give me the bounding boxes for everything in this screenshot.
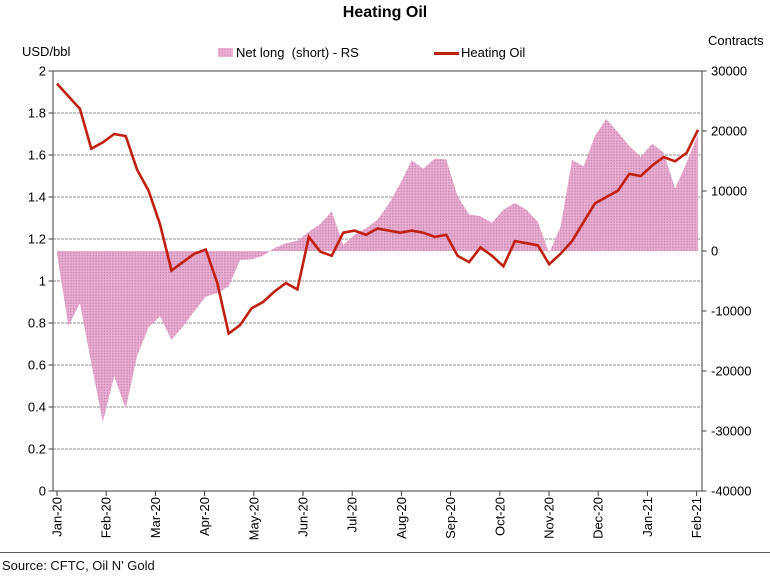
- x-axis-tick-labels: Jan-20 Feb-20 Mar-20 Apr-20 May-20 Jun-20 Jul-…: [50, 497, 705, 540]
- svg-text:10000: 10000: [711, 184, 747, 199]
- svg-text:Apr-20: Apr-20: [197, 497, 212, 536]
- svg-text:1.4: 1.4: [28, 190, 46, 205]
- svg-text:Feb-20: Feb-20: [99, 497, 114, 538]
- svg-text:-10000: -10000: [711, 304, 751, 319]
- svg-text:Dec-20: Dec-20: [591, 497, 606, 539]
- right-axis-tick-labels: 30000 20000 10000 0 -10000 -20000 -30000 -40000: [711, 64, 751, 499]
- right-axis-unit: Contracts: [708, 33, 764, 48]
- svg-text:-30000: -30000: [711, 424, 751, 439]
- svg-text:Jul-20: Jul-20: [345, 497, 360, 532]
- net-long-area-series: [57, 119, 698, 422]
- left-axis-tick-labels: 2 1.8 1.6 1.4 1.2 1 0.8 0.6 0.4 0.2 0: [28, 64, 46, 499]
- svg-text:Jan-20: Jan-20: [50, 497, 65, 537]
- footer-divider: [0, 552, 770, 553]
- legend-area-swatch: [218, 48, 233, 57]
- svg-text:0.6: 0.6: [28, 358, 46, 373]
- svg-text:0.8: 0.8: [28, 316, 46, 331]
- svg-text:May-20: May-20: [246, 497, 261, 540]
- legend-line-swatch: [434, 52, 459, 55]
- svg-text:20000: 20000: [711, 124, 747, 139]
- svg-text:Oct-20: Oct-20: [492, 497, 507, 536]
- svg-text:30000: 30000: [711, 64, 747, 79]
- svg-text:0.4: 0.4: [28, 400, 46, 415]
- heating-oil-line-series: [56, 82, 700, 336]
- svg-text:Jun-20: Jun-20: [296, 497, 311, 537]
- svg-text:Jan-21: Jan-21: [640, 497, 655, 537]
- svg-text:1: 1: [39, 274, 46, 289]
- chart-title: Heating Oil: [342, 4, 428, 21]
- svg-text:Sep-20: Sep-20: [443, 497, 458, 539]
- svg-text:-40000: -40000: [711, 484, 751, 499]
- left-axis-unit: USD/bbl: [22, 44, 71, 59]
- legend-label-heating-oil: Heating Oil: [461, 45, 526, 60]
- source-note: Source: CFTC, Oil N' Gold: [2, 558, 155, 573]
- svg-text:Nov-20: Nov-20: [542, 497, 557, 539]
- svg-text:Feb-21: Feb-21: [689, 497, 704, 538]
- legend-label-net-long: Net long (short) - RS: [236, 45, 359, 60]
- svg-text:-20000: -20000: [711, 364, 751, 379]
- svg-text:0: 0: [711, 244, 718, 259]
- svg-text:0: 0: [39, 484, 46, 499]
- svg-text:Mar-20: Mar-20: [148, 497, 163, 538]
- svg-text:1.6: 1.6: [28, 148, 46, 163]
- svg-text:1.8: 1.8: [28, 106, 46, 121]
- axis-ticks: [48, 70, 707, 496]
- svg-text:2: 2: [39, 64, 46, 79]
- svg-text:Aug-20: Aug-20: [394, 497, 409, 539]
- svg-text:1.2: 1.2: [28, 232, 46, 247]
- svg-text:0.2: 0.2: [28, 442, 46, 457]
